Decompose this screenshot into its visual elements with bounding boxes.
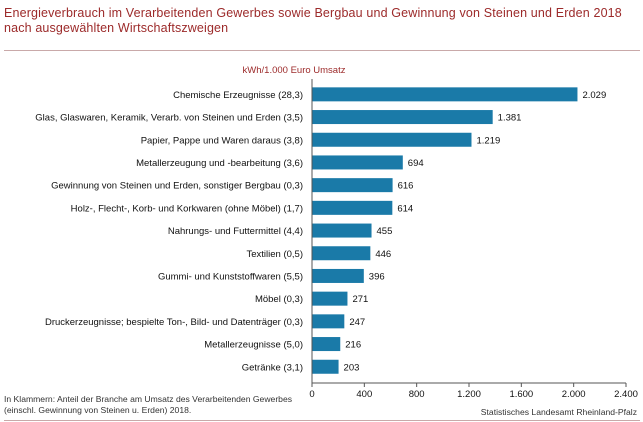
x-tick-label: 1.600: [509, 389, 533, 400]
x-tick-label: 2.400: [614, 389, 638, 400]
data-label: 1.381: [498, 113, 522, 124]
title-divider: [4, 50, 640, 51]
bar: [312, 359, 339, 374]
category-label: Textilien (0,5): [247, 249, 304, 260]
bar: [312, 314, 345, 329]
x-tick-label: 400: [356, 389, 372, 400]
footnote: In Klammern: Anteil der Branche am Umsat…: [4, 394, 293, 415]
data-label: 216: [345, 340, 361, 351]
bar: [312, 200, 393, 215]
chart-title-line-2: nach ausgewählten Wirtschaftszweigen: [4, 21, 229, 35]
bar: [312, 268, 364, 283]
source-label: Statistisches Landesamt Rheinland-Pfalz: [480, 407, 637, 417]
x-tick-label: 2.000: [562, 389, 586, 400]
data-label: 455: [377, 226, 393, 237]
category-label: Gewinnung von Steinen und Erden, sonstig…: [51, 181, 303, 192]
category-label: Metallerzeugnisse (5,0): [204, 340, 303, 351]
bottom-divider: [4, 420, 640, 421]
bar: [312, 178, 393, 193]
category-label: Getränke (3,1): [242, 362, 303, 373]
category-label: Chemische Erzeugnisse (28,3): [173, 90, 303, 101]
chart-title: Energieverbrauch im Verarbeitenden Gewer…: [4, 6, 640, 36]
bar: [312, 291, 348, 306]
category-label: Gummi- und Kunststoffwaren (5,5): [158, 271, 303, 282]
category-label: Glas, Glaswaren, Keramik, Verarb. von St…: [35, 113, 303, 124]
category-label: Nahrungs- und Futtermittel (4,4): [168, 226, 303, 237]
category-label: Druckerzeugnisse; bespielte Ton-, Bild- …: [45, 317, 303, 328]
bar: [312, 132, 472, 147]
x-tick-label: 800: [409, 389, 425, 400]
bar: [312, 223, 372, 238]
unit-label: kWh/1.000 Euro Umsatz: [243, 65, 346, 76]
data-label: 396: [369, 271, 385, 282]
data-label: 2.029: [582, 90, 606, 101]
category-label: Metallerzeugung und -bearbeitung (3,6): [136, 158, 303, 169]
bar: [312, 155, 403, 170]
data-label: 271: [352, 294, 368, 305]
chart-title-line-1: Energieverbrauch im Verarbeitenden Gewer…: [4, 6, 622, 20]
data-label: 614: [397, 203, 413, 214]
data-label: 247: [349, 317, 365, 328]
bar: [312, 246, 371, 261]
x-tick-label: 1.200: [457, 389, 481, 400]
data-label: 694: [408, 158, 424, 169]
data-label: 446: [375, 249, 391, 260]
category-label: Möbel (0,3): [255, 294, 303, 305]
category-label: Papier, Pappe und Waren daraus (3,8): [141, 135, 303, 146]
bar: [312, 87, 578, 102]
data-label: 203: [344, 362, 360, 373]
bar: [312, 337, 341, 352]
bar: [312, 110, 493, 125]
category-label: Holz-, Flecht-, Korb- und Korkwaren (ohn…: [71, 203, 303, 214]
data-label: 1.219: [476, 135, 500, 146]
x-tick-label: 0: [309, 389, 314, 400]
data-label: 616: [398, 181, 414, 192]
